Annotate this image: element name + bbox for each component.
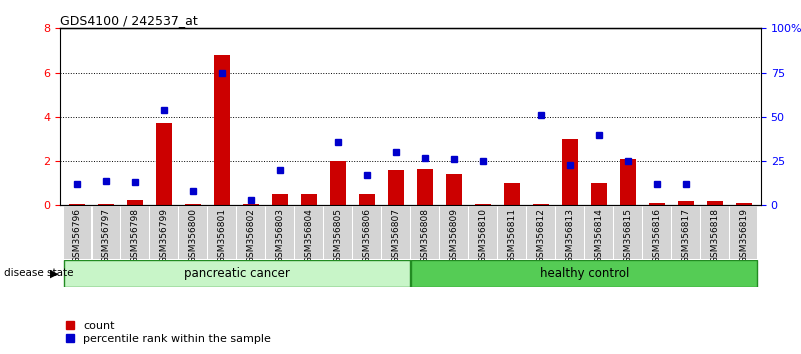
FancyBboxPatch shape [296,206,323,259]
Bar [388,170,404,205]
Text: GSM356815: GSM356815 [623,208,632,263]
FancyBboxPatch shape [585,206,613,259]
Bar [301,194,317,205]
Bar [504,183,520,205]
FancyBboxPatch shape [440,206,468,259]
FancyBboxPatch shape [527,206,555,259]
Bar [330,161,346,205]
FancyBboxPatch shape [179,206,207,259]
FancyBboxPatch shape [92,206,120,259]
Text: GDS4100 / 242537_at: GDS4100 / 242537_at [60,14,198,27]
FancyBboxPatch shape [266,206,294,259]
Text: GSM356810: GSM356810 [478,208,488,263]
FancyBboxPatch shape [730,206,758,259]
Bar [99,204,115,205]
Text: GSM356799: GSM356799 [160,208,169,263]
Bar [706,201,723,205]
Text: healthy control: healthy control [540,267,629,280]
FancyBboxPatch shape [642,206,670,259]
Text: GSM356806: GSM356806 [363,208,372,263]
Bar [678,201,694,205]
Text: GSM356804: GSM356804 [304,208,314,263]
FancyBboxPatch shape [672,206,699,259]
Text: GSM356803: GSM356803 [276,208,284,263]
FancyBboxPatch shape [237,206,265,259]
Bar [649,203,665,205]
FancyBboxPatch shape [353,206,381,259]
Text: GSM356798: GSM356798 [131,208,140,263]
Text: GSM356796: GSM356796 [73,208,82,263]
FancyBboxPatch shape [411,206,439,259]
Text: GSM356801: GSM356801 [218,208,227,263]
Text: GSM356814: GSM356814 [594,208,603,263]
Bar [475,204,491,205]
Text: GSM356808: GSM356808 [421,208,429,263]
Text: GSM356809: GSM356809 [449,208,458,263]
FancyBboxPatch shape [63,260,410,287]
Bar [359,194,375,205]
Bar [562,139,578,205]
FancyBboxPatch shape [411,260,758,287]
Text: disease state: disease state [4,268,74,278]
FancyBboxPatch shape [614,206,642,259]
Bar [215,55,230,205]
FancyBboxPatch shape [151,206,179,259]
FancyBboxPatch shape [382,206,410,259]
Text: pancreatic cancer: pancreatic cancer [183,267,290,280]
Bar [185,204,201,205]
Text: GSM356817: GSM356817 [681,208,690,263]
Bar [620,159,636,205]
Text: GSM356816: GSM356816 [652,208,661,263]
Bar [417,169,433,205]
FancyBboxPatch shape [469,206,497,259]
Bar [272,194,288,205]
Legend: count, percentile rank within the sample: count, percentile rank within the sample [66,321,272,344]
Text: ▶: ▶ [50,268,59,278]
FancyBboxPatch shape [701,206,729,259]
Text: GSM356802: GSM356802 [247,208,256,263]
Text: GSM356807: GSM356807 [392,208,400,263]
FancyBboxPatch shape [63,206,91,259]
Bar [127,200,143,205]
Bar [244,204,260,205]
Bar [533,204,549,205]
Bar [591,183,606,205]
Text: GSM356805: GSM356805 [333,208,343,263]
Text: GSM356800: GSM356800 [189,208,198,263]
FancyBboxPatch shape [556,206,584,259]
Bar [446,175,462,205]
Text: GSM356818: GSM356818 [710,208,719,263]
FancyBboxPatch shape [498,206,525,259]
FancyBboxPatch shape [208,206,236,259]
FancyBboxPatch shape [324,206,352,259]
Bar [156,124,172,205]
Bar [735,203,751,205]
Text: GSM356812: GSM356812 [537,208,545,263]
Text: GSM356813: GSM356813 [566,208,574,263]
Text: GSM356797: GSM356797 [102,208,111,263]
FancyBboxPatch shape [122,206,149,259]
Bar [70,204,86,205]
Text: GSM356811: GSM356811 [507,208,517,263]
Text: GSM356819: GSM356819 [739,208,748,263]
